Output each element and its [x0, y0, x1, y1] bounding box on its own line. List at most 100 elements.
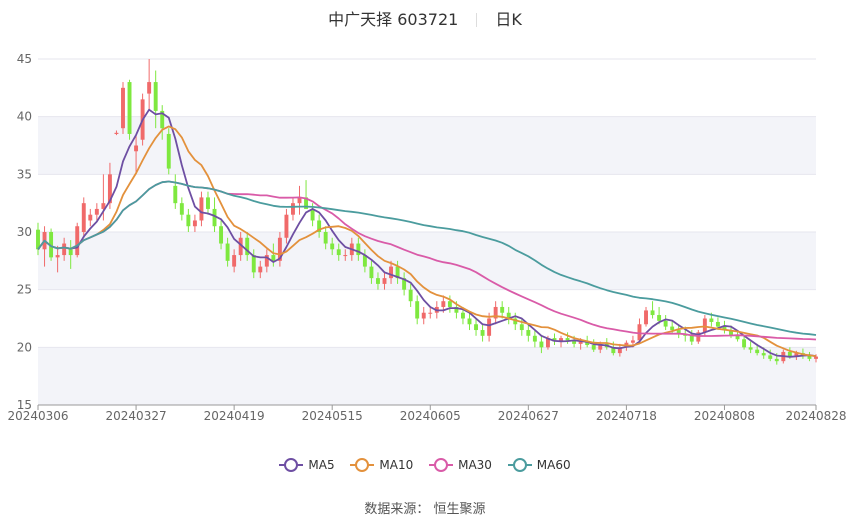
candle: [160, 105, 165, 140]
candle-body: [330, 243, 335, 250]
plot-band: [38, 116, 816, 175]
candle: [748, 341, 753, 354]
candle: [88, 208, 93, 227]
candle: [291, 197, 295, 221]
candle: [179, 197, 184, 221]
candle-body: [474, 324, 478, 331]
candle: [127, 79, 132, 140]
candle-body: [539, 341, 544, 348]
candle-body: [310, 208, 315, 221]
x-tick-label: 20240327: [106, 409, 167, 423]
candle-body: [336, 249, 341, 256]
ma30-marker-icon: [429, 458, 454, 472]
candle: [356, 237, 361, 261]
candle-body: [415, 301, 420, 319]
candle-body: [121, 87, 125, 129]
candle: [212, 197, 217, 232]
legend-ma60[interactable]: MA60: [507, 458, 571, 472]
candle-body: [232, 255, 237, 267]
candle: [336, 243, 341, 261]
candle-body: [715, 321, 720, 327]
candle: [238, 232, 243, 261]
data-source: 数据来源： 恒生聚源: [364, 502, 486, 517]
period-label: 日K: [495, 10, 522, 29]
x-tick-label: 20240718: [596, 409, 657, 423]
candle-body: [748, 347, 753, 350]
candle-body: [304, 197, 309, 209]
candle-body: [637, 324, 642, 341]
candle-body: [192, 220, 197, 227]
candle-body: [722, 326, 727, 331]
candle-body: [277, 237, 282, 261]
candle-body: [114, 132, 119, 134]
candle: [376, 272, 380, 290]
candle: [539, 335, 544, 354]
candle: [297, 185, 302, 215]
candle: [317, 214, 322, 238]
candle-body: [578, 341, 583, 344]
candle-body: [219, 226, 224, 244]
candle-body: [369, 266, 374, 279]
candle-body: [454, 306, 459, 313]
candle-body: [598, 343, 603, 350]
candle: [382, 272, 387, 290]
candle: [532, 330, 537, 348]
candle-body: [447, 301, 452, 307]
candle: [251, 249, 256, 279]
candle-body: [356, 243, 361, 256]
candle-body: [251, 255, 256, 273]
legend-ma30[interactable]: MA30: [429, 458, 492, 472]
candle-body: [689, 335, 694, 342]
candle: [395, 260, 400, 284]
candle: [153, 70, 158, 129]
candle-body: [421, 312, 426, 319]
plot-band: [38, 232, 816, 290]
candle-body: [147, 82, 152, 94]
candle-body: [644, 310, 648, 325]
candle-body: [487, 318, 492, 336]
candle: [68, 240, 73, 269]
candle: [526, 324, 531, 342]
title-divider: [476, 13, 478, 27]
candle: [245, 232, 250, 261]
candle: [114, 130, 119, 136]
candle: [55, 245, 60, 273]
candle-body: [284, 214, 289, 238]
candle-body: [500, 306, 505, 313]
candle-body: [81, 203, 86, 232]
candle-body: [676, 330, 681, 334]
candle-body: [62, 243, 67, 256]
candle-body: [389, 266, 394, 279]
candle-body: [755, 349, 760, 354]
candle: [552, 333, 557, 346]
candle-body: [186, 214, 191, 227]
candle-body: [395, 266, 400, 279]
legend-ma5[interactable]: MA5: [279, 458, 335, 472]
candle: [206, 191, 210, 215]
candle-body: [173, 185, 178, 204]
candle-body: [807, 355, 812, 359]
candle: [369, 260, 374, 284]
candle-body: [729, 330, 733, 336]
candle: [415, 295, 420, 325]
candle: [62, 237, 67, 261]
candle-body: [742, 339, 747, 348]
candle: [447, 295, 452, 313]
plot-band: [38, 347, 816, 405]
stock-name: 中广天择 603721: [328, 10, 459, 29]
candle-body: [532, 335, 537, 342]
candle: [49, 228, 54, 261]
legend-ma10[interactable]: MA10: [350, 458, 413, 472]
candle-body: [428, 312, 433, 314]
candle: [199, 191, 204, 227]
candle-body: [696, 332, 701, 342]
candle: [81, 197, 86, 238]
candle: [277, 232, 282, 267]
candle: [474, 318, 478, 336]
candle-body: [238, 237, 243, 256]
ma60-marker-icon: [507, 458, 532, 472]
candle-body: [519, 324, 524, 331]
x-tick-label: 20240828: [785, 409, 846, 423]
candle: [421, 306, 426, 325]
